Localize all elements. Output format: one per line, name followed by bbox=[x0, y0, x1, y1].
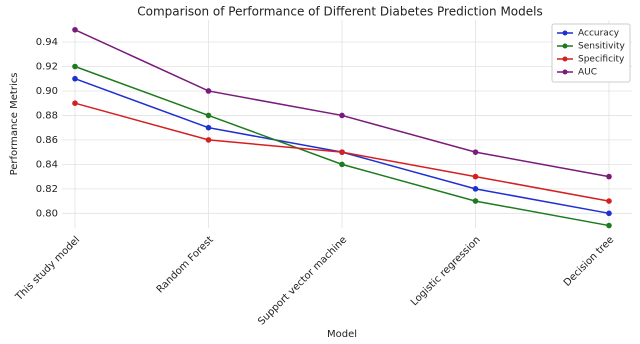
data-point bbox=[339, 161, 345, 168]
x-tick-label: Decision tree bbox=[562, 234, 616, 288]
y-tick-label: 0.82 bbox=[36, 184, 58, 195]
data-point bbox=[472, 186, 479, 192]
data-point bbox=[606, 210, 612, 217]
y-tick-label: 0.84 bbox=[36, 159, 58, 170]
data-point bbox=[72, 63, 78, 70]
legend-label: AUC bbox=[578, 68, 597, 78]
y-tick-label: 0.88 bbox=[36, 110, 58, 121]
data-point bbox=[205, 112, 212, 119]
chart-title: Comparison of Performance of Different D… bbox=[137, 5, 542, 19]
legend-marker bbox=[562, 69, 568, 75]
data-point bbox=[72, 100, 78, 106]
y-axis-label: Performance Metrics bbox=[9, 73, 20, 176]
x-tick-label: Random Forest bbox=[155, 234, 216, 295]
y-tick-label: 0.90 bbox=[36, 86, 58, 97]
data-point bbox=[205, 137, 212, 143]
y-tick-label: 0.92 bbox=[36, 61, 58, 72]
data-point bbox=[72, 26, 78, 33]
y-tick-label: 0.80 bbox=[36, 208, 58, 219]
y-tick-label: 0.86 bbox=[36, 135, 58, 146]
legend-label: Specificity bbox=[578, 55, 625, 65]
legend-label: Sensitivity bbox=[578, 42, 626, 52]
data-point bbox=[205, 124, 212, 131]
data-point bbox=[72, 75, 78, 82]
data-point bbox=[472, 198, 479, 204]
y-tick-label: 0.94 bbox=[36, 37, 58, 48]
data-point bbox=[205, 88, 212, 94]
legend-marker bbox=[562, 30, 568, 36]
data-point bbox=[606, 173, 612, 180]
legend-marker bbox=[562, 43, 568, 49]
legend-box bbox=[551, 23, 631, 83]
x-tick-label: Support vector machine bbox=[256, 234, 349, 327]
data-point bbox=[606, 222, 612, 229]
x-tick-label: This study model bbox=[13, 234, 82, 303]
data-point bbox=[472, 149, 479, 155]
data-point bbox=[472, 173, 479, 180]
data-point bbox=[339, 112, 345, 119]
legend-label: Accuracy bbox=[578, 29, 620, 39]
x-tick-label: Logistic regression bbox=[409, 234, 483, 308]
legend-marker bbox=[562, 56, 568, 62]
data-point bbox=[606, 198, 612, 204]
x-axis-label: Model bbox=[327, 329, 357, 340]
data-point bbox=[339, 149, 345, 155]
